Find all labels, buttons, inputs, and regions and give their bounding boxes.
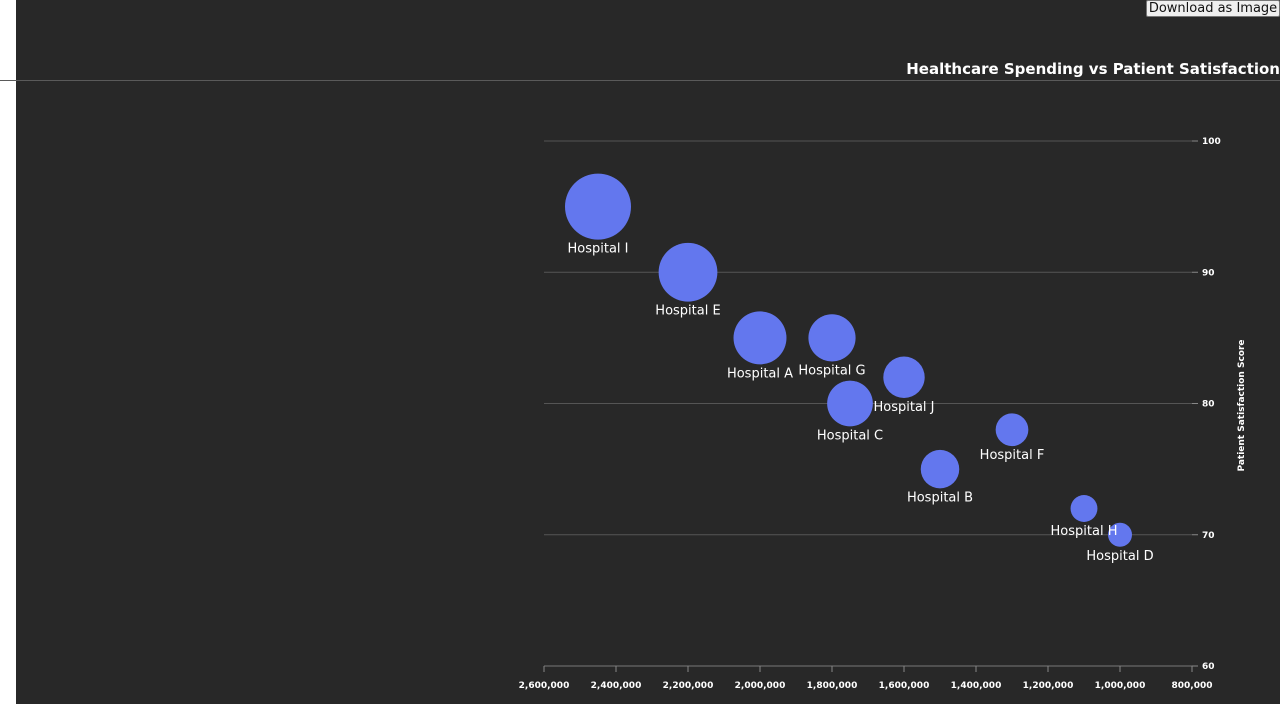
- bubble-label: Hospital B: [907, 490, 973, 505]
- download-image-button[interactable]: Download as Image: [1146, 0, 1280, 17]
- x-tick-label: 2,200,000: [663, 681, 714, 691]
- bubble-labels: Hospital I Hospital E Hospital A Hospital G…: [567, 242, 1153, 564]
- bubble[interactable]: [1070, 495, 1098, 522]
- bubble[interactable]: [1108, 522, 1132, 547]
- bubble[interactable]: [920, 449, 960, 489]
- bubble-label: Hospital C: [817, 428, 883, 443]
- x-tick-label: 1,000,000: [1095, 681, 1146, 691]
- axes: 60 70 80 90 100 2,600,000 2,400,000 2,200,000 2,…: [519, 137, 1221, 691]
- x-tick-label: 2,000,000: [735, 681, 786, 691]
- x-tick-label: 1,400,000: [951, 681, 1002, 691]
- x-tick-label: 800,000: [1172, 681, 1213, 691]
- bubble-label: Hospital A: [727, 366, 793, 381]
- bubble-label: Hospital F: [980, 448, 1045, 463]
- bubble-label: Hospital J: [873, 400, 934, 415]
- x-tick-label: 1,800,000: [807, 681, 858, 691]
- y-tick-label: 80: [1202, 400, 1215, 410]
- bubble-label: Hospital I: [567, 242, 628, 257]
- chart-title: Healthcare Spending vs Patient Satisfact…: [906, 60, 1280, 78]
- y-tick-label: 90: [1202, 268, 1215, 278]
- bubble-label: Hospital E: [655, 304, 720, 319]
- y-tick-label: 70: [1202, 531, 1215, 541]
- bubble-label: Hospital D: [1086, 549, 1153, 564]
- x-tick-label: 2,600,000: [519, 681, 570, 691]
- bubble-label: Hospital H: [1051, 524, 1118, 539]
- bubbles: [565, 173, 1132, 547]
- grid: [544, 140, 1192, 536]
- x-tick-label: 2,400,000: [591, 681, 642, 691]
- y-axis-title: Patient Satisfaction Score: [1237, 339, 1247, 471]
- x-tick-label: 1,200,000: [1023, 681, 1074, 691]
- x-tick-label: 1,600,000: [879, 681, 930, 691]
- bubble[interactable]: [658, 242, 718, 302]
- bubble-label: Hospital G: [798, 363, 865, 378]
- bubble[interactable]: [995, 413, 1029, 447]
- bubble[interactable]: [808, 314, 856, 362]
- y-tick-label: 100: [1202, 137, 1221, 147]
- y-tick-label: 60: [1202, 662, 1215, 672]
- bubble[interactable]: [883, 356, 925, 398]
- header-divider: [0, 80, 1280, 81]
- bubble[interactable]: [827, 380, 873, 427]
- bubble[interactable]: [733, 311, 787, 365]
- bubble[interactable]: [565, 173, 631, 240]
- chart-background: [16, 0, 1280, 704]
